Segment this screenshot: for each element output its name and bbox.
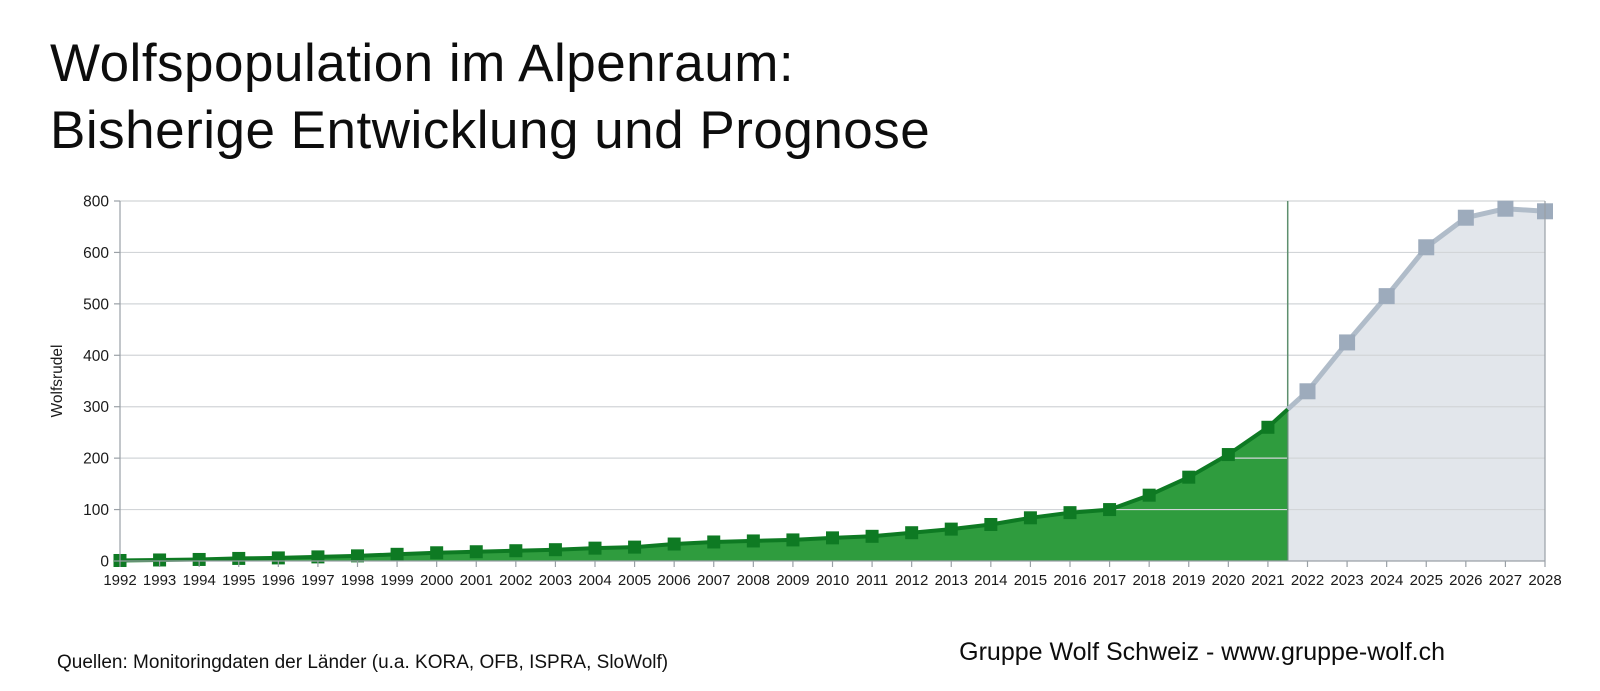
x-tick-label: 2011 bbox=[856, 572, 888, 589]
historical-data-point bbox=[786, 533, 800, 547]
x-tick-label: 2017 bbox=[1093, 572, 1126, 589]
x-tick-label: 2026 bbox=[1449, 572, 1482, 589]
x-tick-label: 2015 bbox=[1014, 572, 1047, 589]
y-tick-label: 200 bbox=[83, 451, 109, 468]
x-tick-label: 1992 bbox=[103, 572, 136, 589]
x-tick-label: 1995 bbox=[222, 572, 255, 589]
sources-note: Quellen: Monitoringdaten der Länder (u.a… bbox=[57, 652, 669, 673]
historical-data-point bbox=[311, 550, 325, 564]
x-tick-label: 2020 bbox=[1212, 572, 1245, 589]
x-tick-label: 2027 bbox=[1489, 572, 1522, 589]
historical-data-point bbox=[192, 552, 206, 566]
x-tick-label: 2023 bbox=[1330, 572, 1363, 589]
historical-data-point bbox=[430, 546, 444, 560]
x-tick-label: 2005 bbox=[618, 572, 651, 589]
x-tick-label: 2021 bbox=[1251, 572, 1284, 589]
historical-data-point bbox=[232, 551, 246, 565]
y-tick-label: 300 bbox=[83, 399, 109, 416]
x-tick-label: 2003 bbox=[539, 572, 572, 589]
forecast-data-point bbox=[1497, 200, 1514, 217]
historical-data-point bbox=[1103, 503, 1117, 517]
x-tick-label: 1993 bbox=[143, 572, 176, 589]
historical-data-point bbox=[509, 544, 523, 558]
title-line-1: Wolfspopulation im Alpenraum: bbox=[50, 34, 795, 93]
forecast-data-point bbox=[1378, 288, 1395, 305]
historical-data-point bbox=[1063, 506, 1077, 520]
x-tick-label: 2028 bbox=[1528, 572, 1561, 589]
forecast-data-point bbox=[1299, 383, 1316, 400]
forecast-data-point bbox=[1457, 209, 1474, 226]
x-tick-label: 2013 bbox=[935, 572, 968, 589]
historical-data-point bbox=[1142, 488, 1156, 502]
forecast-data-point bbox=[1339, 334, 1356, 351]
x-tick-label: 2007 bbox=[697, 572, 730, 589]
x-tick-label: 1994 bbox=[182, 572, 215, 589]
historical-area bbox=[120, 409, 1288, 561]
y-tick-label: 500 bbox=[83, 296, 109, 313]
x-tick-label: 2001 bbox=[460, 572, 493, 589]
x-tick-label: 2010 bbox=[816, 572, 849, 589]
x-tick-label: 2009 bbox=[776, 572, 809, 589]
historical-data-point bbox=[390, 547, 404, 561]
y-tick-label: 0 bbox=[100, 554, 109, 571]
historical-data-point bbox=[1182, 470, 1196, 484]
historical-data-point bbox=[469, 545, 483, 559]
historical-data-point bbox=[628, 540, 642, 554]
page-title: Wolfspopulation im Alpenraum: Bisherige … bbox=[50, 30, 930, 164]
x-tick-label: 2004 bbox=[578, 572, 611, 589]
x-tick-label: 2019 bbox=[1172, 572, 1205, 589]
historical-data-point bbox=[865, 529, 879, 543]
historical-data-point bbox=[548, 543, 562, 557]
historical-data-point bbox=[944, 522, 958, 536]
x-tick-label: 2024 bbox=[1370, 572, 1403, 589]
historical-data-point bbox=[1023, 511, 1037, 525]
y-tick-label: 800 bbox=[83, 194, 109, 211]
historical-data-point bbox=[707, 535, 721, 549]
x-tick-label: 1997 bbox=[301, 572, 334, 589]
x-tick-label: 2025 bbox=[1410, 572, 1443, 589]
x-tick-label: 2006 bbox=[657, 572, 690, 589]
x-tick-label: 1999 bbox=[380, 572, 413, 589]
forecast-data-point bbox=[1418, 239, 1435, 256]
historical-data-point bbox=[984, 517, 998, 531]
attribution-link: Gruppe Wolf Schweiz - www.gruppe-wolf.ch bbox=[959, 638, 1445, 666]
x-tick-label: 2022 bbox=[1291, 572, 1324, 589]
y-axis-title: Wolfsrudel bbox=[49, 345, 66, 418]
historical-data-point bbox=[153, 553, 167, 567]
x-tick-label: 2000 bbox=[420, 572, 453, 589]
x-tick-label: 2008 bbox=[737, 572, 770, 589]
x-tick-label: 2012 bbox=[895, 572, 928, 589]
x-tick-label: 1998 bbox=[341, 572, 374, 589]
y-tick-label: 100 bbox=[83, 502, 109, 519]
historical-data-point bbox=[826, 531, 839, 545]
x-tick-label: 2018 bbox=[1132, 572, 1165, 589]
x-tick-label: 2016 bbox=[1053, 572, 1086, 589]
historical-data-point bbox=[588, 541, 602, 555]
historical-data-point bbox=[351, 549, 364, 563]
historical-data-point bbox=[667, 537, 681, 551]
x-tick-label: 2002 bbox=[499, 572, 532, 589]
historical-data-point bbox=[746, 534, 760, 548]
historical-data-point bbox=[1221, 448, 1235, 462]
historical-data-point bbox=[1261, 420, 1275, 434]
x-tick-label: 1996 bbox=[262, 572, 295, 589]
historical-data-point bbox=[905, 526, 919, 540]
forecast-area bbox=[1287, 208, 1545, 561]
x-tick-label: 2014 bbox=[974, 572, 1007, 589]
y-tick-label: 600 bbox=[83, 245, 109, 262]
title-line-2: Bisherige Entwicklung und Prognose bbox=[50, 101, 931, 160]
y-tick-label: 400 bbox=[83, 348, 109, 365]
